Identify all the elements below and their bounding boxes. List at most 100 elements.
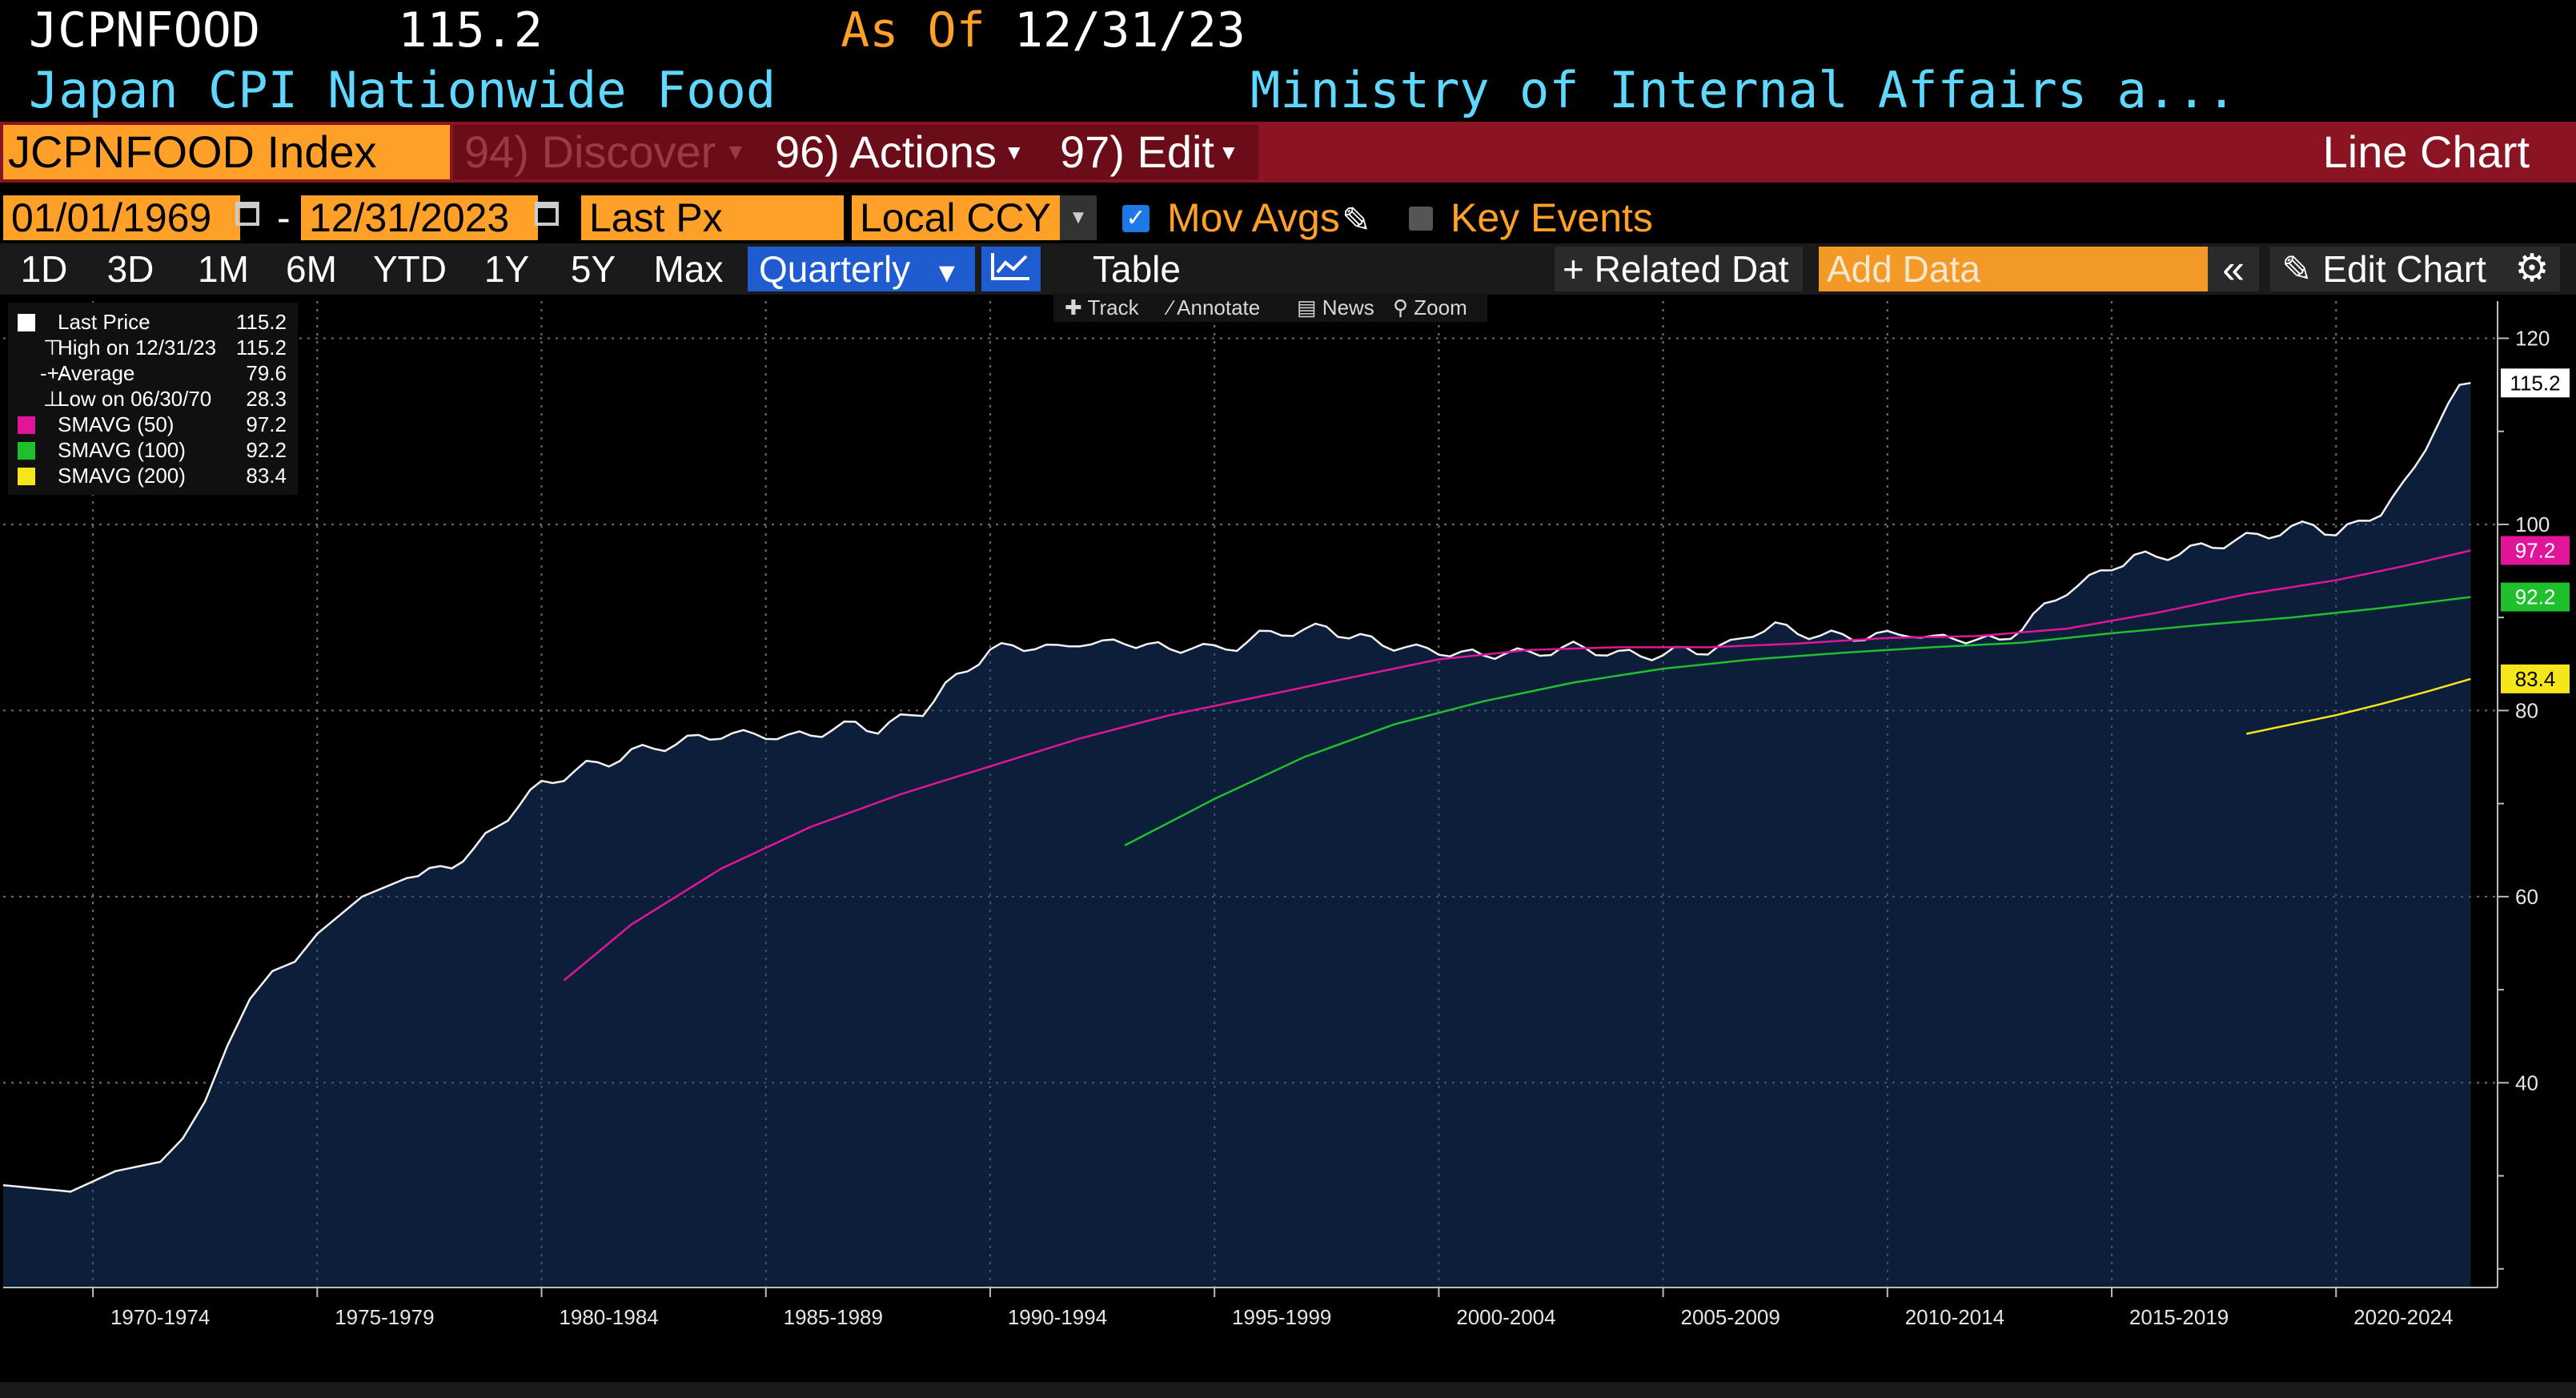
legend-swatch [18, 416, 35, 434]
data-source: Ministry of Internal Affairs a... [1250, 61, 2237, 119]
axis-value-label: 83.4 [2515, 667, 2556, 691]
key-events-label[interactable]: Key Events [1451, 195, 1653, 240]
x-tick-label: 1995-1999 [1232, 1305, 1331, 1329]
field-select[interactable]: Last Px [581, 195, 844, 240]
y-tick-label: 80 [2515, 698, 2538, 722]
mov-avgs-checkbox[interactable]: ✓ [1122, 205, 1150, 232]
currency-chevron-icon[interactable]: ▼ [1060, 195, 1097, 240]
x-tick-label: 2005-2009 [1680, 1305, 1780, 1329]
average-marker-icon: -+- [40, 361, 66, 385]
legend-label: Average [58, 361, 135, 385]
settings-gear-icon[interactable]: ⚙ [2504, 247, 2560, 291]
period-max[interactable]: Max [653, 248, 724, 290]
mov-avgs-label[interactable]: Mov Avgs [1167, 195, 1340, 240]
frequency-label: Quarterly [759, 248, 911, 290]
frequency-dropdown[interactable]: Quarterly ▼ [748, 247, 975, 291]
legend-value: 97.2 [246, 412, 287, 436]
y-tick-label: 100 [2515, 512, 2550, 536]
period-1d[interactable]: 1D [20, 248, 68, 290]
period-bar: 1D 3D 1M 6M YTD 1Y 5Y Max Quarterly ▼ Ta… [0, 243, 2576, 295]
price-chart[interactable]: 40 60 80 100 120 1970-1974 1975-1979 1980-1984 1… [0, 296, 2576, 1337]
actions-chevron-icon: ▼ [1004, 140, 1025, 164]
legend-value: 83.4 [246, 464, 287, 488]
axis-value-box [2501, 368, 2570, 398]
axis-value-box [2501, 536, 2570, 565]
bottom-strip [0, 1382, 2576, 1398]
end-date-input[interactable]: 12/31/2023 [301, 195, 538, 240]
calendar-icon[interactable] [535, 202, 559, 226]
annotate-tool[interactable]: ∕ Annotate [1169, 295, 1261, 319]
zoom-tool[interactable]: ⚲ Zoom [1393, 295, 1467, 319]
legend-value: 115.2 [235, 310, 287, 334]
smavg-line-2[interactable] [2245, 677, 2471, 735]
add-data-input[interactable]: Add Data [1819, 247, 2211, 291]
key-events-checkbox[interactable] [1409, 207, 1433, 231]
edit-chart-button[interactable]: ✎ Edit Chart [2270, 247, 2510, 291]
x-tick-label: 1990-1994 [1008, 1305, 1107, 1329]
discover-chevron-icon: ▼ [724, 139, 747, 164]
x-tick-label: 1975-1979 [335, 1305, 434, 1329]
legend-label: Low on 06/30/70 [58, 387, 212, 411]
period-ytd[interactable]: YTD [373, 248, 447, 290]
last-price-line[interactable] [2, 382, 2471, 1193]
legend-label: High on 12/31/23 [58, 335, 217, 360]
chart-legend[interactable]: Last Price 115.2 ⊤ High on 12/31/23 115.… [8, 303, 298, 495]
x-tick-label: 1985-1989 [784, 1305, 883, 1329]
legend-label: SMAVG (100) [58, 438, 186, 462]
frequency-chevron-icon: ▼ [933, 258, 961, 288]
collapse-icon[interactable]: « [2208, 247, 2259, 291]
x-tick-label: 2015-2019 [2129, 1305, 2229, 1329]
chart-tools: ✚ Track ∕ Annotate ▤ News ⚲ Zoom [1053, 293, 1487, 322]
legend-swatch [18, 314, 35, 331]
edit-button[interactable]: 97) Edit [1045, 125, 1258, 179]
legend-value: 79.6 [246, 361, 287, 385]
start-date-input[interactable]: 01/01/1969 [3, 195, 240, 240]
security-name: Japan CPI Nationwide Food [29, 61, 776, 119]
ticker: JCPNFOOD [29, 2, 260, 58]
date-separator: - [277, 195, 291, 240]
x-tick-label: 1980-1984 [559, 1305, 658, 1329]
line-chart-icon [991, 253, 1029, 280]
period-5y[interactable]: 5Y [570, 248, 616, 290]
high-marker-icon: ⊤ [43, 335, 62, 360]
last-price: 115.2 [398, 2, 543, 58]
axis-value-label: 97.2 [2515, 538, 2556, 562]
discover-button[interactable]: 94) Discover [453, 125, 764, 179]
actions-button[interactable]: 96) Actions [762, 125, 1047, 179]
as-of-label: As Of [841, 2, 985, 58]
legend-swatch [18, 468, 35, 485]
security-field[interactable]: JCPNFOOD Index [3, 125, 450, 179]
legend-value: 28.3 [246, 387, 287, 411]
smavg-line-1[interactable] [1124, 596, 2471, 847]
header-line: JCPNFOOD 115.2 As Of 12/31/23 [29, 0, 1246, 61]
controls-row: 01/01/1969 - 12/31/2023 Last Px Local CC… [0, 191, 2576, 243]
axis-value-box [2501, 664, 2570, 693]
x-tick-label: 2010-2014 [1905, 1305, 2004, 1329]
y-tick-label: 40 [2515, 1071, 2538, 1095]
smavg-line-0[interactable] [563, 549, 2471, 982]
chart-view-icon[interactable] [981, 247, 1041, 291]
as-of-date: 12/31/23 [1013, 2, 1246, 58]
track-tool[interactable]: ✚ Track [1065, 295, 1139, 319]
chart-svg[interactable]: 40 60 80 100 120 1970-1974 1975-1979 1980-1984 1… [0, 296, 2576, 1337]
currency-select[interactable]: Local CCY [852, 195, 1065, 240]
axis-value-label: 92.2 [2515, 585, 2556, 609]
main-toolbar: JCPNFOOD Index 94) Discover ▼ 96) Action… [0, 122, 2576, 183]
pencil-icon[interactable]: ✎ [1342, 201, 1371, 240]
legend-swatch [18, 442, 35, 460]
related-data-button[interactable]: + Related Dat [1555, 247, 1803, 291]
y-tick-label: 120 [2515, 326, 2550, 350]
chart-type-label[interactable]: Line Chart [2322, 127, 2530, 177]
table-button[interactable]: Table [1093, 248, 1181, 290]
calendar-icon[interactable] [235, 202, 259, 226]
edit-chart-label: Edit Chart [2322, 248, 2486, 290]
period-1m[interactable]: 1M [198, 248, 249, 290]
legend-label: Last Price [58, 310, 150, 334]
x-tick-label: 1970-1974 [110, 1305, 210, 1329]
axis-value-box [2501, 582, 2570, 612]
period-1y[interactable]: 1Y [484, 248, 530, 290]
news-tool[interactable]: ▤ News [1297, 295, 1374, 319]
x-tick-label: 2000-2004 [1456, 1305, 1555, 1329]
period-3d[interactable]: 3D [106, 248, 154, 290]
period-6m[interactable]: 6M [286, 248, 337, 290]
